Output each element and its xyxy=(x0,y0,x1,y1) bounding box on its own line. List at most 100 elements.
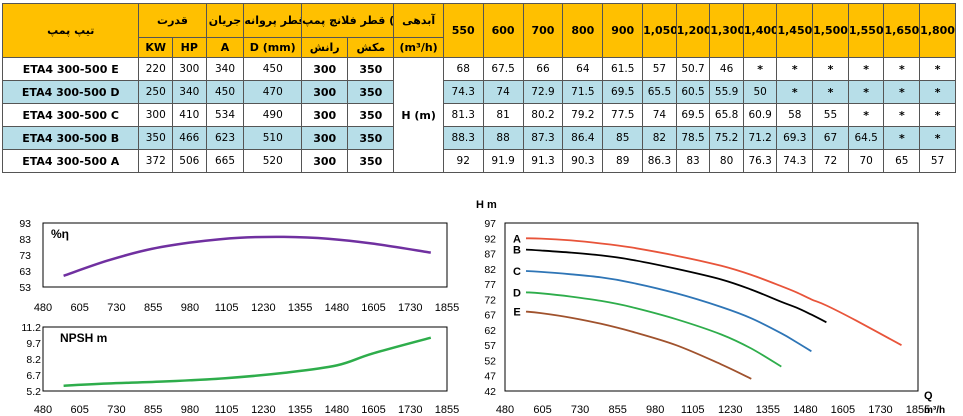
y-tick-label: 97 xyxy=(484,218,496,230)
head-value-cell: 85 xyxy=(602,126,644,150)
x-tick-label: 605 xyxy=(533,404,551,416)
head-value-cell: 50.7 xyxy=(675,57,711,81)
head-value-cell: 86.4 xyxy=(562,126,604,150)
head-value-cell: 67 xyxy=(812,126,849,150)
x-tick-label: 1105 xyxy=(215,404,239,416)
model-cell: ETA4 300-500 D xyxy=(1,80,140,104)
y-tick-label: 93 xyxy=(19,218,31,230)
flow-value-9: 1,450 xyxy=(776,3,814,58)
y-tick-label: 6.7 xyxy=(26,370,41,382)
head-series-label: B xyxy=(513,245,521,257)
x-tick-label: 1355 xyxy=(288,404,312,416)
head-value-cell: 65.8 xyxy=(709,103,744,127)
head-value-cell: 83 xyxy=(675,149,711,173)
kw-cell: 220 xyxy=(138,57,174,81)
head-value-cell: 65.5 xyxy=(642,80,677,104)
head-value-cell: 57 xyxy=(919,149,956,173)
head-value-cell: 74.3 xyxy=(776,149,814,173)
x-tick-label: 1480 xyxy=(793,404,817,416)
head-value-cell: 82 xyxy=(642,126,677,150)
efficiency-series-line xyxy=(63,235,431,277)
y-tick-label: 77 xyxy=(484,279,496,291)
flow-value-1: 600 xyxy=(482,3,524,58)
x-tick-label: 980 xyxy=(646,404,664,416)
hp-cell: 300 xyxy=(172,57,207,81)
y-tick-label: 63 xyxy=(19,266,31,278)
impeller-cell: 520 xyxy=(243,149,303,173)
y-tick-label: 87 xyxy=(484,249,496,261)
head-series-label: A xyxy=(513,233,521,245)
head-value-cell: 88.3 xyxy=(442,126,484,150)
head-chart-xlabel: Q xyxy=(924,390,933,402)
x-tick-label: 730 xyxy=(107,404,125,416)
discharge-cell: 300 xyxy=(301,103,349,127)
discharge-cell: 300 xyxy=(301,80,349,104)
header-flow: آبدهی xyxy=(393,3,444,38)
flow-value-7: 1,300 xyxy=(709,3,744,58)
flow-value-4: 900 xyxy=(602,3,644,58)
npsh-chart-frame xyxy=(42,326,448,392)
current-cell: 665 xyxy=(205,149,245,173)
y-tick-label: 72 xyxy=(484,294,496,306)
header-power: قدرت xyxy=(138,3,207,38)
head-value-cell: 72.9 xyxy=(522,80,564,104)
head-value-cell: * xyxy=(919,57,956,81)
head-series-label: E xyxy=(513,307,520,319)
y-tick-label: 52 xyxy=(484,355,496,367)
x-tick-label: 1605 xyxy=(831,404,855,416)
y-tick-label: 73 xyxy=(19,250,31,262)
x-tick-label: 480 xyxy=(496,404,514,416)
head-value-cell: * xyxy=(883,80,921,104)
head-chart-xunit: m³/h xyxy=(924,405,945,416)
head-series-label: C xyxy=(513,266,521,278)
kw-cell: 300 xyxy=(138,103,174,127)
head-value-cell: 69.3 xyxy=(776,126,814,150)
flow-value-2: 700 xyxy=(522,3,564,58)
flow-value-0: 550 xyxy=(442,3,484,58)
x-tick-label: 855 xyxy=(608,404,626,416)
head-value-cell: 92 xyxy=(442,149,484,173)
table-row: ETA4 300-500 D 250 340 450 470 300 350 74.3 74 72… xyxy=(1,80,956,104)
x-tick-label: 855 xyxy=(144,302,162,314)
y-tick-label: 92 xyxy=(484,233,496,245)
table-body: ETA4 300-500 E 220 300 340 450 300 350 H (m) 68 6… xyxy=(1,57,956,173)
head-value-cell: 78.5 xyxy=(675,126,711,150)
x-tick-label: 1855 xyxy=(906,404,930,416)
head-value-cell: 65 xyxy=(883,149,921,173)
x-tick-label: 1230 xyxy=(718,404,742,416)
x-tick-label: 605 xyxy=(71,302,89,314)
suction-cell: 350 xyxy=(347,149,395,173)
head-value-cell: 68 xyxy=(442,57,484,81)
x-tick-label: 605 xyxy=(71,404,89,416)
head-value-cell: 74 xyxy=(642,103,677,127)
x-tick-label: 1730 xyxy=(398,404,422,416)
head-value-cell: * xyxy=(883,126,921,150)
x-tick-label: 1230 xyxy=(251,302,275,314)
header-flange: قطر فلانچ پمپ (mm) xyxy=(301,3,395,38)
y-tick-label: 47 xyxy=(484,371,496,383)
model-cell: ETA4 300-500 A xyxy=(1,149,140,173)
y-tick-label: 53 xyxy=(19,282,31,294)
x-tick-label: 1730 xyxy=(398,302,422,314)
head-value-cell: 69.5 xyxy=(675,103,711,127)
y-tick-label: 83 xyxy=(19,234,31,246)
x-tick-label: 1355 xyxy=(756,404,780,416)
head-value-cell: 81 xyxy=(482,103,524,127)
head-value-cell: 80.2 xyxy=(522,103,564,127)
flow-value-11: 1,550 xyxy=(847,3,885,58)
header-discharge: رانش xyxy=(301,37,349,58)
model-cell: ETA4 300-500 B xyxy=(1,126,140,150)
head-value-cell: 80 xyxy=(709,149,744,173)
hp-cell: 410 xyxy=(172,103,207,127)
current-cell: 534 xyxy=(205,103,245,127)
head-value-cell: 91.3 xyxy=(522,149,564,173)
head-value-cell: * xyxy=(812,80,849,104)
head-value-cell: 46 xyxy=(709,57,744,81)
head-value-cell: 74.3 xyxy=(442,80,484,104)
table-row: ETA4 300-500 B 350 466 623 510 300 350 88.3 88 87… xyxy=(1,126,956,150)
y-tick-label: 57 xyxy=(484,340,496,352)
head-value-cell: * xyxy=(812,57,849,81)
y-tick-label: 62 xyxy=(484,325,496,337)
head-value-cell: 55 xyxy=(812,103,849,127)
